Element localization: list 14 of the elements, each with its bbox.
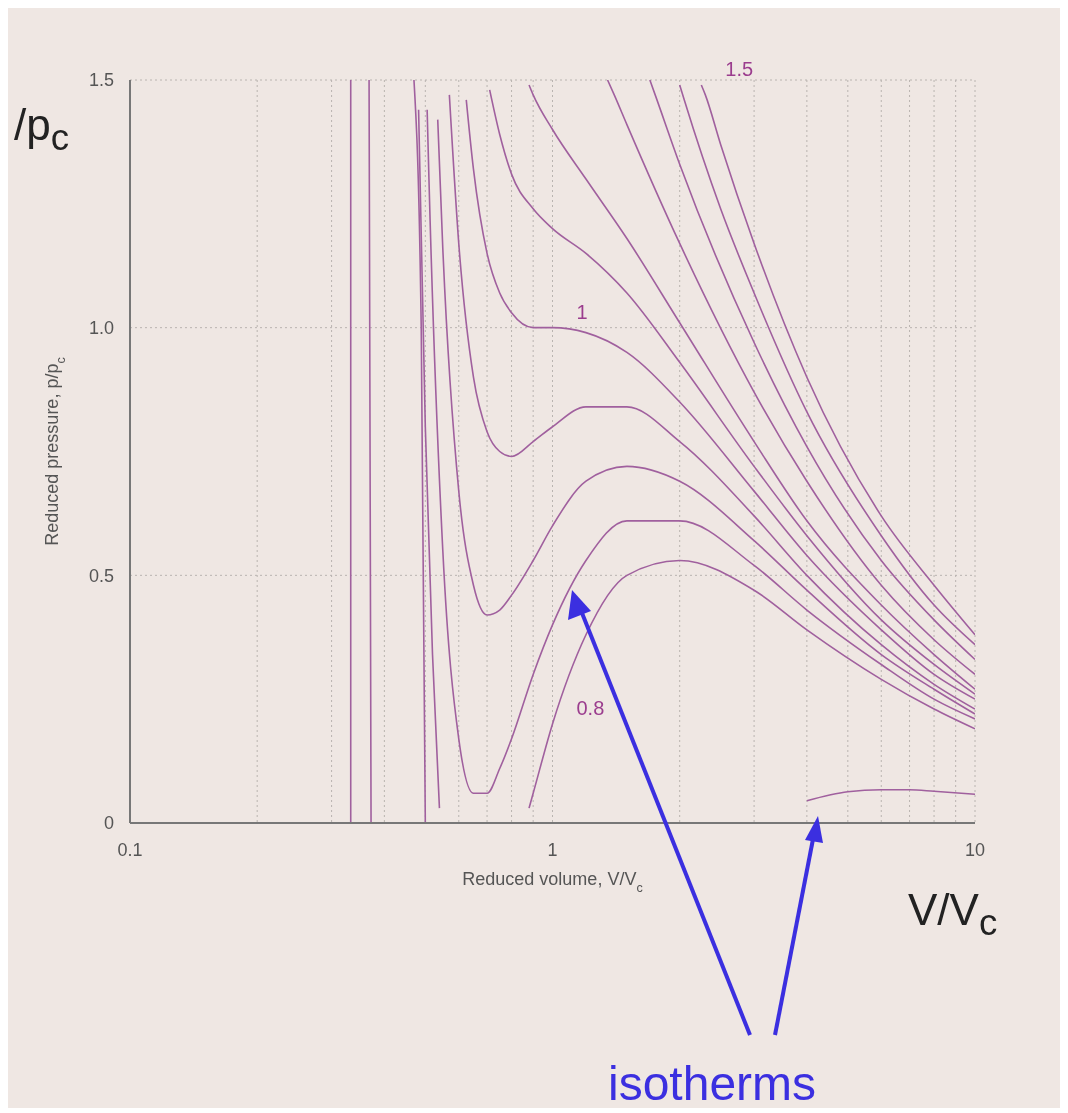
series-label: 1.5 <box>725 58 754 81</box>
text: isotherms <box>608 1057 817 1110</box>
x-tick-label: 0.1 <box>117 839 143 860</box>
series-label: 1 <box>576 300 588 323</box>
series-label: 0.8 <box>576 697 605 720</box>
x-tick-label: 1 <box>547 839 558 860</box>
x-tick-label: 10 <box>964 839 986 860</box>
y-tick-label: 1.0 <box>88 318 114 339</box>
y-tick-label: 1.5 <box>88 70 114 91</box>
y-tick-label: 0.5 <box>88 565 114 586</box>
text: /p$_{c}$ <box>14 100 70 158</box>
x-axis-title: Reduced volume, V/V$_{c}$ <box>462 869 643 895</box>
y-tick-label: 0 <box>103 813 114 834</box>
text: V/V$_{c}$ <box>908 885 998 943</box>
